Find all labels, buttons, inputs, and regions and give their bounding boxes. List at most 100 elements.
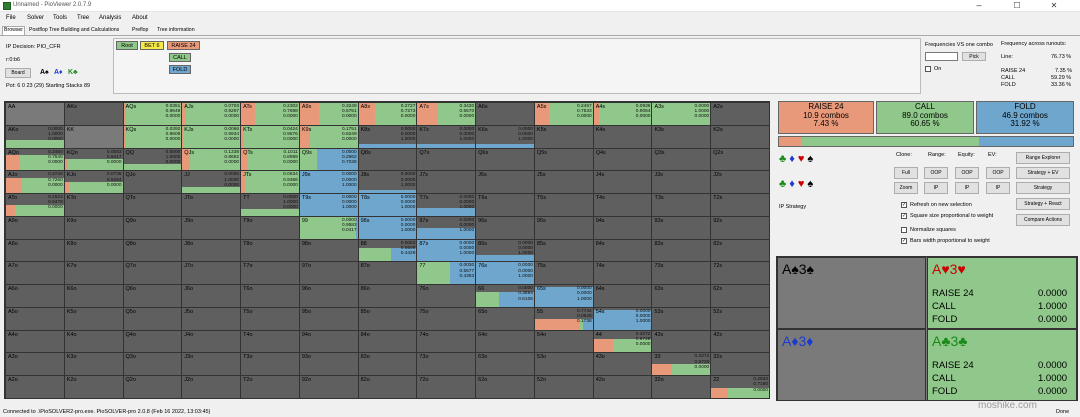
tab-browser[interactable]: Browser bbox=[2, 26, 26, 35]
hand-cell-98s[interactable]: 0.0000 0.0000 1.0000 98s bbox=[357, 215, 418, 240]
hand-cell-73s[interactable]: 73s bbox=[651, 261, 712, 286]
hand-cell-QJs[interactable]: 0.1338 0.8662 0.0000 QJs bbox=[181, 147, 242, 172]
hand-cell-Q9o[interactable]: Q9o bbox=[122, 215, 183, 240]
tree-root[interactable]: Root bbox=[116, 41, 138, 50]
heart-icon[interactable]: ♥ bbox=[797, 178, 808, 190]
hand-cell-QTo[interactable]: QTo bbox=[122, 193, 183, 217]
tab-postflop[interactable]: Postflop Tree Building and Calculations bbox=[29, 27, 120, 33]
hand-cell-J9s[interactable]: 0.0000 0.0000 1.0000 J9s bbox=[298, 170, 359, 195]
refresh-checkbox[interactable]: ✓ bbox=[901, 202, 907, 208]
hand-cell-65s[interactable]: 0.0000 0.0000 1.0000 65s bbox=[533, 284, 594, 308]
hand-cell-53o[interactable]: 53o bbox=[533, 352, 594, 377]
hand-cell-Q2s[interactable]: Q2s bbox=[710, 147, 770, 172]
hand-cell-A8o[interactable]: A8o bbox=[5, 238, 65, 263]
strategy-react-button[interactable]: Strategy + React bbox=[1016, 198, 1070, 210]
pick-button[interactable]: Pick bbox=[962, 52, 986, 61]
hand-cell-KJs[interactable]: 0.0066 0.9934 0.0000 KJs bbox=[181, 124, 242, 149]
range-explorer-button[interactable]: Range Explorer bbox=[1016, 152, 1070, 164]
hand-cell-83o[interactable]: 83o bbox=[357, 352, 418, 377]
hand-cell-J3o[interactable]: J3o bbox=[181, 352, 242, 377]
hand-cell-A2o[interactable]: A2o bbox=[5, 375, 65, 399]
action-call[interactable]: CALL 89.0 combos 60.65 % bbox=[876, 101, 974, 134]
hand-cell-K3o[interactable]: K3o bbox=[63, 352, 124, 377]
action-fold[interactable]: FOLD 46.9 combos 31.92 % bbox=[976, 101, 1074, 134]
hand-cell-J3s[interactable]: J3s bbox=[651, 170, 712, 195]
hand-cell-TT[interactable]: 0.0000 1.0000 0.0000 TT bbox=[240, 193, 300, 217]
hand-cell-88[interactable]: 0.0063 0.5508 0.4429 88 bbox=[357, 238, 418, 263]
hand-cell-54s[interactable]: 0.0000 0.0000 1.0000 54s bbox=[592, 306, 653, 331]
hand-cell-65o[interactable]: 65o bbox=[475, 306, 535, 331]
hand-cell-94o[interactable]: 94o bbox=[298, 329, 359, 354]
hand-cell-T6s[interactable]: T6s bbox=[475, 193, 535, 217]
hand-cell-96s[interactable]: 96s bbox=[475, 215, 535, 240]
hand-cell-92o[interactable]: 92o bbox=[298, 375, 359, 399]
hand-cell-52s[interactable]: 52s bbox=[710, 306, 770, 331]
hand-cell-AJo[interactable]: 0.2740 0.7260 0.0000 AJo bbox=[5, 170, 65, 195]
minimize-button[interactable]: – bbox=[976, 0, 982, 10]
hand-cell-Q3s[interactable]: Q3s bbox=[651, 147, 712, 172]
spade-icon[interactable]: ♠ bbox=[807, 178, 817, 190]
hand-cell-32o[interactable]: 32o bbox=[651, 375, 712, 399]
compare-actions-button[interactable]: Compare Actions bbox=[1016, 214, 1070, 226]
hand-cell-K2o[interactable]: K2o bbox=[63, 375, 124, 399]
hand-cell-97o[interactable]: 97o bbox=[298, 261, 359, 286]
hand-cell-77[interactable]: 0.0030 0.5577 0.4393 77 bbox=[416, 261, 477, 286]
hand-cell-K2s[interactable]: K2s bbox=[710, 124, 770, 149]
hand-cell-95o[interactable]: 95o bbox=[298, 306, 359, 331]
hand-cell-T3s[interactable]: T3s bbox=[651, 193, 712, 217]
hand-cell-K9s[interactable]: 0.1751 0.8249 0.0000 K9s bbox=[298, 124, 359, 149]
hand-cell-85o[interactable]: 85o bbox=[357, 306, 418, 331]
hand-cell-J4o[interactable]: J4o bbox=[181, 329, 242, 354]
tab-tree-information[interactable]: Tree information bbox=[157, 27, 195, 33]
hand-cell-K6o[interactable]: K6o bbox=[63, 284, 124, 308]
hand-cell-84s[interactable]: 84s bbox=[592, 238, 653, 263]
hand-cell-A7o[interactable]: A7o bbox=[5, 261, 65, 286]
hand-cell-T8s[interactable]: 0.0000 0.0000 1.0000 T8s bbox=[357, 193, 418, 217]
hand-cell-J6o[interactable]: J6o bbox=[181, 284, 242, 308]
menu-about[interactable]: About bbox=[132, 15, 148, 21]
menu-tools[interactable]: Tools bbox=[53, 15, 68, 21]
hand-cell-52o[interactable]: 52o bbox=[533, 375, 594, 399]
hand-cell-JTo[interactable]: JTo bbox=[181, 193, 242, 217]
hand-cell-72s[interactable]: 72s bbox=[710, 261, 770, 286]
on-checkbox[interactable] bbox=[925, 66, 931, 72]
hand-cell-86s[interactable]: 0.0000 0.0000 1.0000 86s bbox=[475, 238, 535, 263]
hand-cell-A2s[interactable]: A2s bbox=[710, 102, 770, 126]
hand-cell-A8s[interactable]: 0.2727 0.7273 0.0000 A8s bbox=[357, 102, 418, 126]
hand-cell-87o[interactable]: 87o bbox=[357, 261, 418, 286]
hand-cell-T6o[interactable]: T6o bbox=[240, 284, 300, 308]
menu-solver[interactable]: Solver bbox=[27, 15, 45, 21]
hand-cell-J4s[interactable]: J4s bbox=[592, 170, 653, 195]
hand-cell-T5o[interactable]: T5o bbox=[240, 306, 300, 331]
hand-cell-Q2o[interactable]: Q2o bbox=[122, 375, 183, 399]
ev-ip-button[interactable]: IP bbox=[986, 182, 1010, 194]
hand-cell-Q7s[interactable]: Q7s bbox=[416, 147, 477, 172]
hand-cell-KTs[interactable]: 0.0424 0.9576 0.0000 KTs bbox=[240, 124, 300, 149]
hand-cell-76s[interactable]: 0.0000 0.0000 1.0000 76s bbox=[475, 261, 535, 286]
hand-cell-A7s[interactable]: 0.3430 0.6570 0.0000 A7s bbox=[416, 102, 477, 126]
hand-cell-A5o[interactable]: A5o bbox=[5, 306, 65, 331]
hand-cell-53s[interactable]: 53s bbox=[651, 306, 712, 331]
board-button[interactable]: Board bbox=[5, 68, 31, 78]
hand-cell-97s[interactable]: 0.0000 0.0000 1.0000 97s bbox=[416, 215, 477, 240]
hand-cell-Q4o[interactable]: Q4o bbox=[122, 329, 183, 354]
hand-cell-A5s[interactable]: 0.2467 0.7533 0.0000 A5s bbox=[533, 102, 594, 126]
maximize-button[interactable]: ☐ bbox=[1013, 1, 1021, 10]
hand-cell-82o[interactable]: 82o bbox=[357, 375, 418, 399]
hand-cell-A6o[interactable]: A6o bbox=[5, 284, 65, 308]
hand-cell-KTo[interactable]: KTo bbox=[63, 193, 124, 217]
hand-cell-J8s[interactable]: 0.0000 0.0000 1.0000 J8s bbox=[357, 170, 418, 195]
hand-cell-75s[interactable]: 75s bbox=[533, 261, 594, 286]
hand-cell-AQo[interactable]: 0.2460 0.7540 0.0000 AQo bbox=[5, 147, 65, 172]
club-icon[interactable]: ♣ bbox=[779, 153, 790, 165]
hand-cell-QTs[interactable]: 0.1011 0.8989 0.0000 QTs bbox=[240, 147, 300, 172]
combo-as3s[interactable]: A♠3♠ bbox=[777, 257, 926, 329]
hand-cell-43o[interactable]: 43o bbox=[592, 352, 653, 377]
hand-cell-94s[interactable]: 94s bbox=[592, 215, 653, 240]
range-ip-button[interactable]: IP bbox=[924, 182, 948, 194]
hand-cell-73o[interactable]: 73o bbox=[416, 352, 477, 377]
hand-cell-Q4s[interactable]: Q4s bbox=[592, 147, 653, 172]
hand-cell-KK[interactable]: KK bbox=[63, 124, 124, 149]
hand-cell-T7s[interactable]: 0.0000 0.0000 1.0000 T7s bbox=[416, 193, 477, 217]
hand-cell-J7o[interactable]: J7o bbox=[181, 261, 242, 286]
